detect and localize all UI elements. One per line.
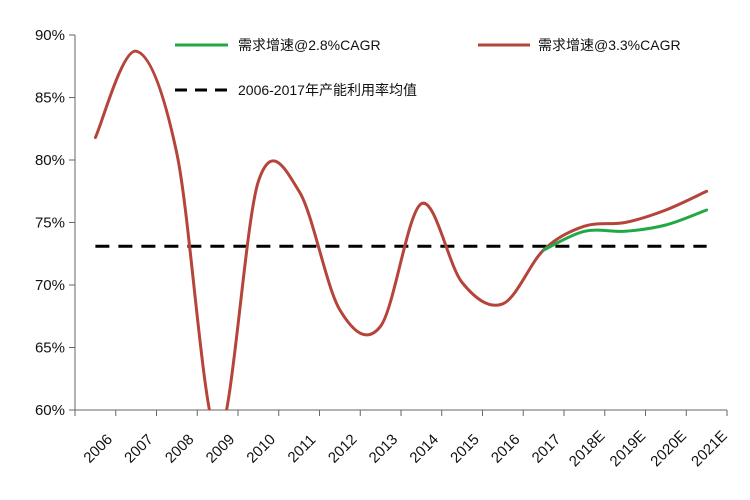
y-tick-label: 60% — [35, 402, 65, 419]
x-tick-label: 2013 — [366, 431, 402, 467]
x-tick-label: 2010 — [243, 431, 279, 467]
data-layer — [93, 49, 709, 410]
y-tick-label: 90% — [35, 27, 65, 44]
x-tick-label: 2007 — [121, 431, 157, 467]
x-tick-label: 2020E — [647, 427, 690, 470]
y-tick-label: 80% — [35, 152, 65, 169]
y-tick-label: 65% — [35, 340, 65, 357]
series-line-1 — [542, 208, 709, 252]
x-tick-label: 2017 — [529, 431, 565, 467]
legend-label-series-1: 需求增速@2.8%CAGR — [238, 37, 381, 53]
y-tick-label: 75% — [35, 215, 65, 232]
x-tick-label: 2012 — [325, 431, 361, 467]
y-tick-label: 70% — [35, 277, 65, 294]
x-tick-label: 2009 — [203, 431, 239, 467]
x-tick-label: 2014 — [406, 431, 442, 467]
y-tick-label: 85% — [35, 90, 65, 107]
legend: 需求增速@2.8%CAGR 需求增速@3.3%CAGR 2006-2017年产能… — [175, 37, 681, 98]
legend-label-series-2: 需求增速@3.3%CAGR — [538, 37, 681, 53]
x-tick-label: 2019E — [607, 427, 650, 470]
x-tick-label: 2016 — [488, 431, 524, 467]
x-tick-label: 2021E — [688, 427, 731, 470]
x-tick-label: 2011 — [285, 431, 320, 466]
series-1-group — [542, 208, 709, 252]
x-tick-label: 2006 — [80, 431, 116, 467]
x-tick-label: 2018E — [566, 427, 609, 470]
legend-label-reference: 2006-2017年产能利用率均值 — [238, 82, 417, 98]
x-tick-label: 2008 — [162, 431, 198, 467]
series-2-group — [93, 49, 709, 410]
series-line-2 — [93, 49, 709, 410]
x-tick-label: 2015 — [447, 431, 483, 467]
